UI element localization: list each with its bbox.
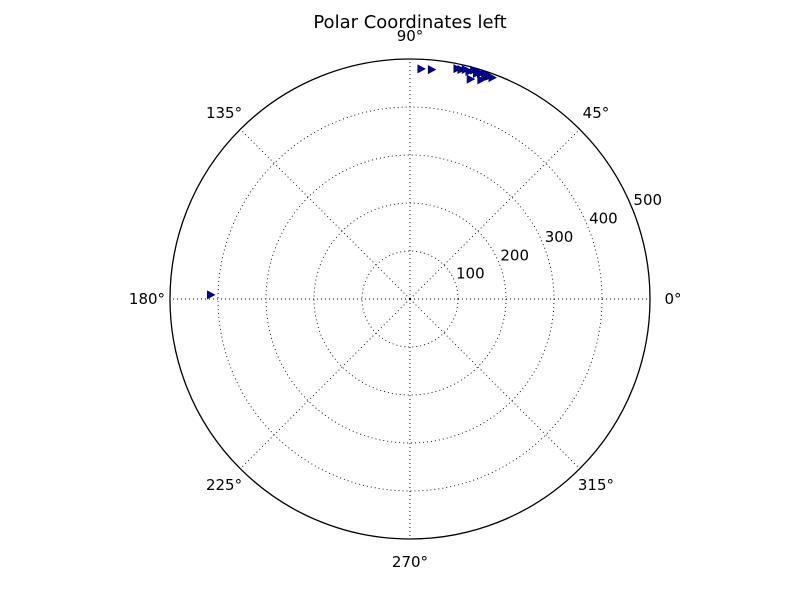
r-tick-label: 500 — [633, 191, 662, 209]
theta-tick-label: 270° — [392, 553, 428, 571]
theta-tick-label: 180° — [129, 290, 165, 308]
angular-gridline-315 — [409, 298, 581, 470]
theta-tick-label: 0° — [664, 290, 681, 308]
theta-tick-label: 45° — [583, 104, 610, 122]
chart-title: Polar Coordinates left — [313, 12, 506, 33]
r-tick-label: 200 — [500, 246, 529, 264]
data-point — [488, 73, 497, 83]
theta-tick-label: 90° — [397, 27, 424, 45]
data-points — [207, 64, 497, 300]
data-point — [476, 68, 486, 78]
theta-tick-label: 135° — [206, 104, 242, 122]
data-point — [466, 74, 476, 84]
r-tick-label: 100 — [456, 265, 485, 283]
polar-grid — [169, 58, 651, 540]
origin-dot — [408, 297, 412, 301]
data-point — [207, 290, 216, 300]
theta-tick-label: 315° — [578, 476, 614, 494]
angular-gridline-135 — [239, 128, 411, 300]
angular-gridline-45 — [409, 128, 581, 300]
tick-labels: 0° 45° 90° 135° 180° 225° 270° 315° 100 200 300 400… — [129, 27, 682, 571]
data-point — [465, 66, 474, 76]
polar-frame — [169, 58, 651, 540]
data-point — [417, 64, 426, 74]
data-point — [477, 75, 486, 85]
r-tick-label: 400 — [589, 210, 618, 228]
angular-gridline-225 — [239, 298, 411, 470]
theta-tick-label: 225° — [206, 476, 242, 494]
data-point — [457, 64, 466, 74]
r-tick-label: 300 — [545, 228, 574, 246]
data-point — [427, 65, 437, 75]
